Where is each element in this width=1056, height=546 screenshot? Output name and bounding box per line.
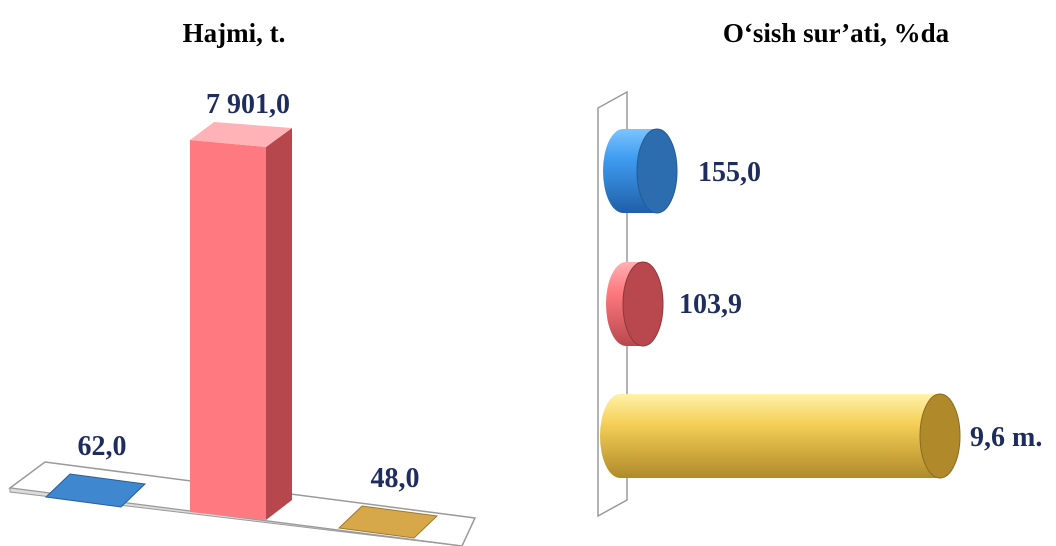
right-bar-0 (603, 128, 678, 214)
right-bar-2 (600, 393, 961, 479)
right-chart-title: O‘sish sur’ati, %da (723, 18, 950, 48)
right-value-label-2: 9,6 m. (970, 422, 1042, 453)
left-value-label-0: 62,0 (78, 431, 127, 462)
left-bar-1-side (266, 128, 292, 520)
left-bar-0 (44, 473, 147, 508)
left-bar-1-top (190, 122, 292, 147)
right-bar-1 (606, 261, 664, 347)
left-value-label-2: 48,0 (371, 463, 420, 494)
right-bar-2-cap (919, 393, 961, 479)
right-value-label-0: 155,0 (698, 157, 761, 188)
right-bar-1-cap (622, 261, 664, 347)
left-value-label-1: 7 901,0 (206, 89, 290, 120)
right-value-label-1: 103,9 (679, 289, 742, 320)
left-bar-1-front (190, 140, 266, 520)
right-bar-0-cap (636, 128, 678, 214)
left-bar-1 (190, 122, 292, 520)
right-chart: 155,0 103,9 9,6 m. (597, 90, 1042, 518)
right-bar-2-body (600, 394, 960, 478)
left-bar-2 (337, 505, 439, 539)
left-chart-title: Hajmi, t. (183, 18, 286, 48)
left-chart: 62,0 7 901,0 48,0 (8, 89, 477, 546)
